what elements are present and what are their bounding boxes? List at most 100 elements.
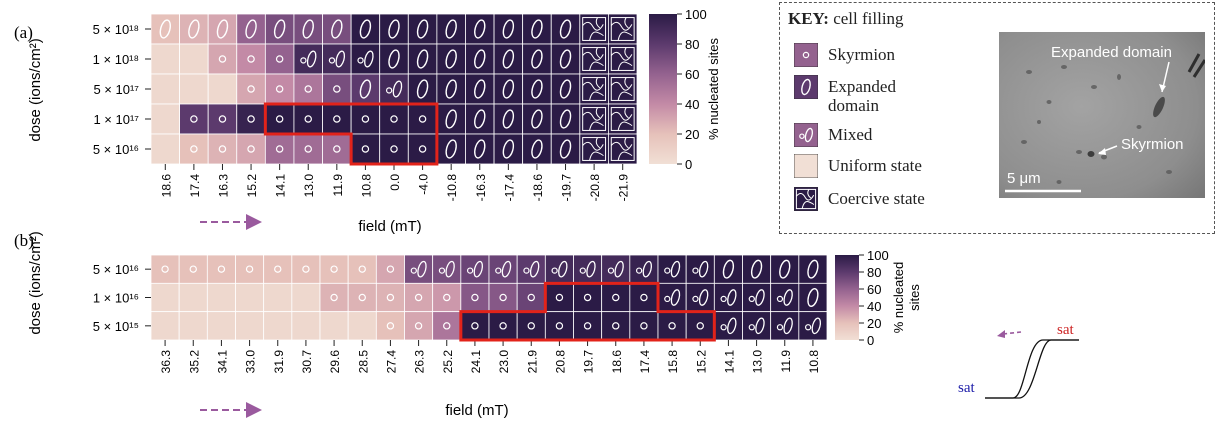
colorbar-label: % nucleated sites — [706, 38, 721, 140]
heatmap-cell — [263, 282, 293, 313]
heatmap-cell — [573, 282, 603, 313]
skyrmion-icon — [414, 293, 423, 302]
micrograph-scale-label: 5 μm — [1007, 170, 1041, 187]
mixed-skyrmion-icon — [776, 324, 784, 331]
coercive-box-icon — [582, 77, 607, 101]
skyrmion-icon — [527, 293, 535, 302]
heatmap-cell — [550, 103, 581, 135]
coercive-box-icon — [610, 17, 635, 41]
expanded-domain-icon — [531, 139, 543, 159]
mixed-skyrmion-icon — [720, 324, 727, 331]
coercive-domain-icon — [582, 17, 604, 41]
expanded-domain-icon — [502, 79, 515, 99]
skyrmion-icon — [330, 293, 338, 302]
mixed-skyrmion-icon — [579, 267, 586, 274]
heatmap-cell — [742, 254, 772, 284]
skyrmion-icon — [499, 293, 507, 302]
panel-a-ylabel: dose (ions/cm²) — [27, 38, 44, 141]
x-tick-label: 14.1 — [274, 174, 288, 198]
heatmap-a: 5 × 10¹⁸ 1 × 10¹⁸ 5 × 10¹⁷ 1 × 10¹⁷ 5 × 10¹⁶… — [93, 13, 638, 202]
skyrmion-icon — [218, 55, 227, 63]
heatmap-cell — [319, 254, 349, 284]
heatmap-cell — [493, 73, 524, 105]
heatmap-cell — [407, 43, 438, 75]
heatmap-cell — [350, 103, 381, 135]
skyrmion-icon — [640, 293, 648, 302]
heatmap-cell — [375, 254, 405, 284]
mixed-skyrmion-icon — [804, 324, 812, 331]
x-tick-label: 15.2 — [694, 350, 708, 374]
heatmap-cell — [798, 282, 828, 313]
colorbar-tick-label: 40 — [867, 299, 881, 314]
mixed-domain-icon — [783, 289, 793, 306]
heatmap-cell — [206, 311, 236, 341]
coercive-domain-icon — [610, 137, 633, 161]
hysteresis-sketch: sat sat — [958, 322, 1079, 399]
colorbar-tick-label: 20 — [685, 127, 699, 142]
skyrmion-icon — [527, 322, 535, 330]
heatmap-cell — [150, 13, 180, 45]
heatmap-cell — [236, 133, 266, 165]
heatmap-cell — [550, 73, 581, 105]
expanded-domain-icon — [531, 109, 543, 129]
mixed-domain-icon — [783, 317, 793, 335]
skyrmion-icon — [218, 145, 227, 153]
mixed-skyrmion-icon — [466, 267, 474, 274]
heatmap-cell — [319, 311, 349, 341]
skyrmion-icon — [555, 322, 564, 330]
panel-b-label: (b) — [14, 231, 34, 250]
coercive-box-icon — [582, 137, 607, 161]
expanded-domain-icon — [474, 79, 486, 99]
key-swatch-mixed — [793, 122, 819, 148]
coercive-domain-icon — [610, 107, 633, 131]
coercive-box-icon — [795, 188, 817, 210]
heatmap-cell — [685, 311, 715, 341]
heatmap-cell — [407, 133, 438, 165]
colorbar-label: sites — [907, 284, 922, 311]
colorbar-fill — [649, 14, 677, 164]
mixed-domain-icon — [642, 260, 653, 278]
expanded-domain-icon — [474, 139, 486, 159]
x-tick-label: 34.1 — [215, 350, 229, 374]
mixed-domain-icon — [698, 260, 709, 278]
heatmap-cell — [207, 43, 238, 75]
y-tick-label: 1 × 10¹⁸ — [93, 52, 139, 67]
x-tick-label: 28.5 — [356, 350, 370, 374]
x-tick-label: -17.4 — [502, 174, 516, 202]
x-tick-label: 17.4 — [638, 350, 652, 374]
heatmap-cell — [179, 103, 209, 135]
skyrmion-icon — [247, 115, 255, 123]
sat-bottom-label: sat — [958, 380, 975, 396]
mixed-skyrmion-icon — [385, 87, 393, 94]
coercive-box-icon — [610, 77, 635, 101]
expanded-domain-icon — [779, 259, 791, 279]
heatmap-cell — [460, 311, 490, 341]
skyrmion-icon — [190, 145, 198, 153]
heatmap-b: 5 × 10¹⁶ 1 × 10¹⁶ 5 × 10¹⁵ 36.3 35.2 34.1 33.0… — [93, 254, 828, 374]
heatmap-cell — [207, 73, 238, 105]
heatmap-cell — [347, 282, 377, 313]
x-tick-label: -19.7 — [560, 174, 574, 202]
expanded-domain-icon — [474, 109, 486, 129]
expanded-domain-icon — [750, 259, 763, 279]
skyrmion-icon — [390, 145, 398, 153]
colorbar-tick-label: 0 — [685, 157, 692, 172]
x-tick-label: 13.0 — [751, 350, 765, 374]
key-label-skyrmion: Skyrmion — [828, 45, 896, 64]
mixed-skyrmion-icon — [748, 324, 755, 331]
heatmap-cell — [322, 13, 352, 45]
heatmap-cell — [350, 133, 381, 165]
key-swatch-skyrmion — [793, 42, 819, 68]
expanded-domain-icon — [388, 49, 400, 69]
mixed-domain-icon — [755, 317, 765, 335]
x-tick-label: 19.7 — [582, 350, 596, 374]
mixed-skyrmion-icon — [720, 295, 727, 303]
heatmap-cell — [601, 311, 631, 341]
colorbar-tick-label: 80 — [685, 37, 699, 52]
x-tick-label: 14.1 — [722, 350, 736, 374]
coercive-domain-icon — [582, 77, 604, 101]
skyrmion-icon — [189, 265, 197, 273]
coercive-box-icon — [582, 107, 607, 131]
heatmap-cell — [235, 282, 265, 313]
heatmap-cell — [713, 254, 743, 284]
